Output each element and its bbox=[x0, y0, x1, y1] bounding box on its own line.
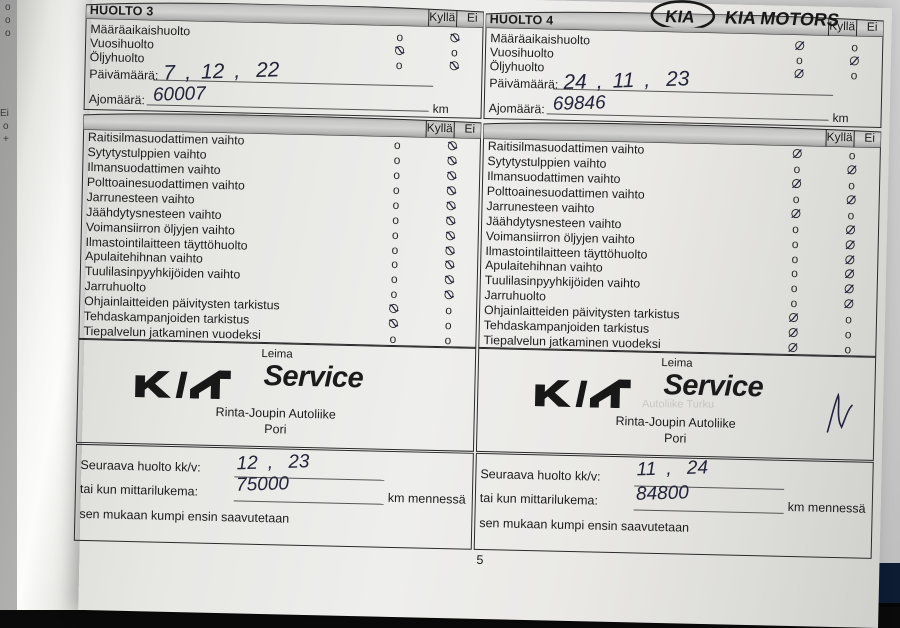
svg-text:KIA: KIA bbox=[664, 7, 696, 27]
svg-text:KIA MOTORS: KIA MOTORS bbox=[724, 8, 841, 30]
